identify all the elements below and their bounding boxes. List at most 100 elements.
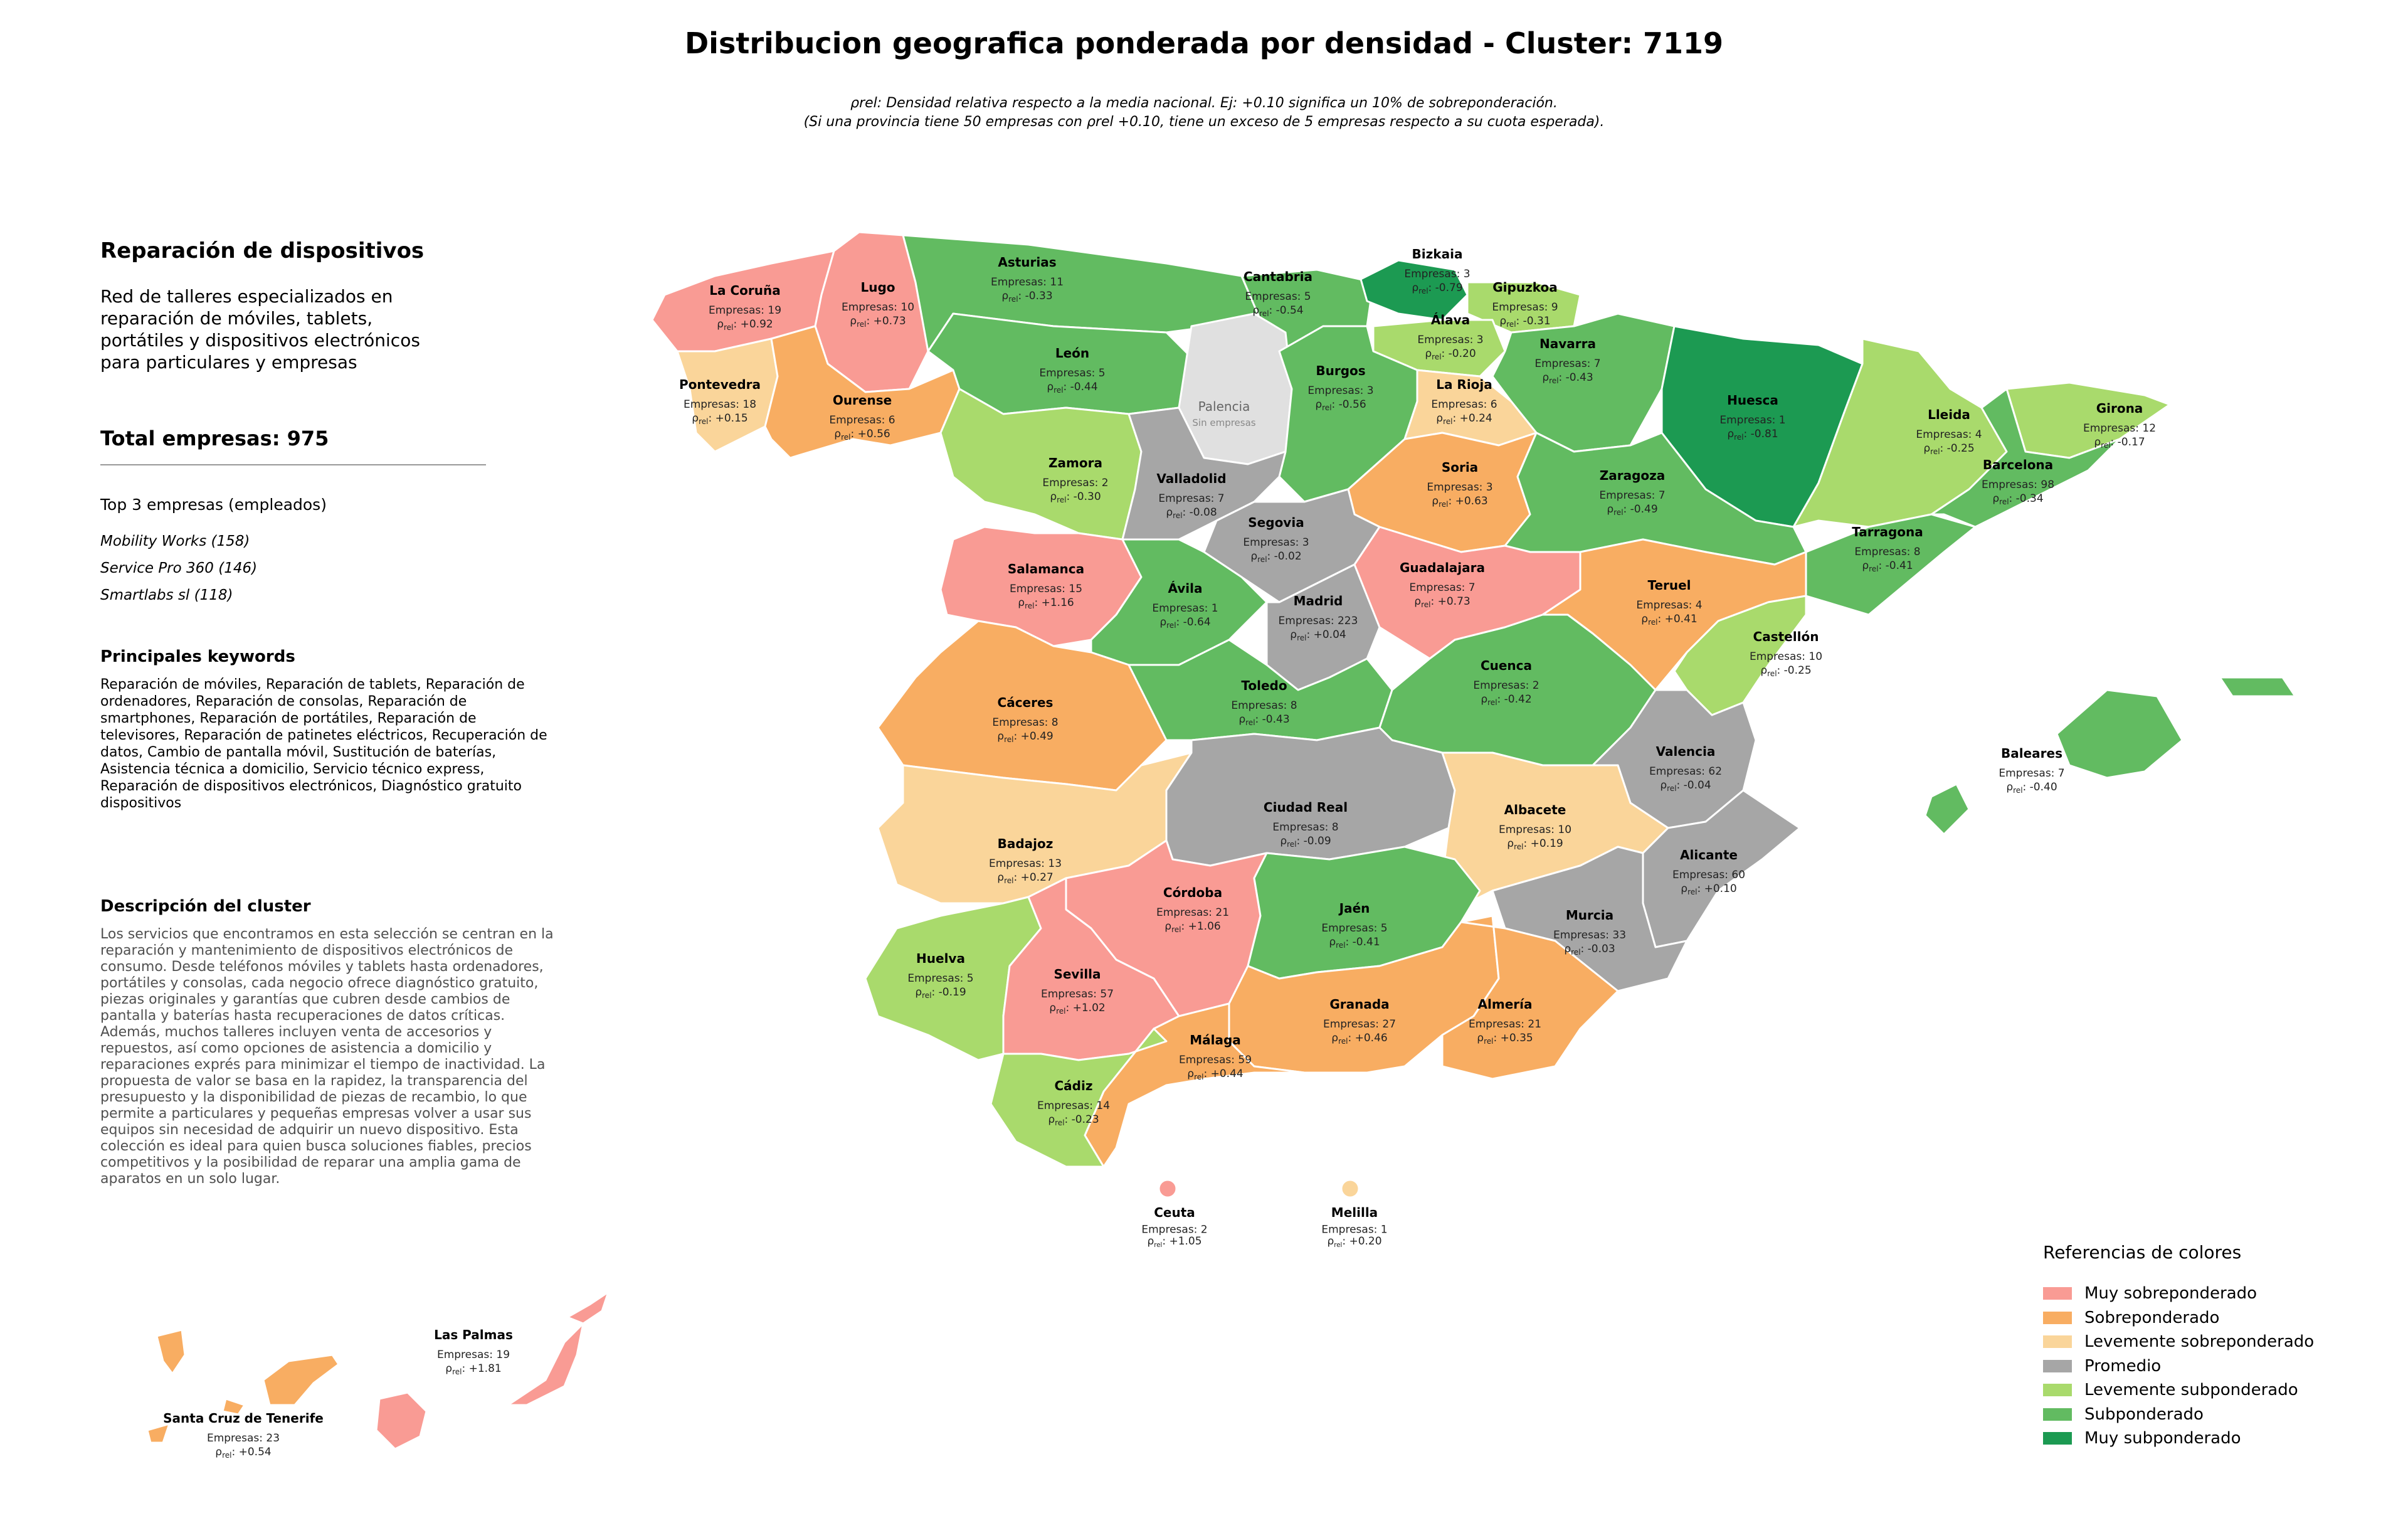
province-rho-lugo: ρrel: +0.73: [850, 315, 906, 329]
province-rho-granada: ρrel: +0.46: [1331, 1032, 1387, 1046]
legend-item: Promedio: [2043, 1354, 2394, 1379]
province-count-huesca: Empresas: 1: [1719, 414, 1785, 427]
province-cadiz[interactable]: [990, 1027, 1168, 1168]
province-count-ciudadreal: Empresas: 8: [1272, 821, 1338, 834]
province-label-alicante: Alicante: [1680, 847, 1738, 862]
legend-label: Subponderado: [2084, 1404, 2204, 1424]
province-label-tarragona: Tarragona: [1852, 524, 1923, 539]
province-label-baleares: Baleares: [2001, 746, 2062, 761]
province-rho-madrid: ρrel: +0.04: [1290, 629, 1346, 642]
province-rho-avila: ρrel: -0.64: [1159, 616, 1210, 630]
province-ceuta[interactable]: [1158, 1179, 1178, 1199]
province-almeria[interactable]: [1441, 915, 1619, 1080]
legend-item: Levemente sobreponderado: [2043, 1330, 2394, 1354]
keywords-heading: Principales keywords: [100, 647, 295, 666]
province-count-rioja: Empresas: 6: [1431, 398, 1497, 411]
legend-label: Muy sobreponderado: [2084, 1284, 2258, 1303]
province-barcelona[interactable]: [1930, 388, 2121, 528]
province-label-salamanca: Salamanca: [1008, 561, 1084, 576]
province-count-burgos: Empresas: 3: [1307, 385, 1373, 397]
province-label-madrid: Madrid: [1294, 593, 1343, 608]
province-count-murcia: Empresas: 33: [1553, 929, 1626, 942]
province-count-lleida: Empresas: 4: [1916, 428, 1982, 441]
province-baleares[interactable]: [1924, 676, 2296, 836]
province-label-palencia: Palencia: [1198, 399, 1250, 414]
legend-swatch: [2043, 1287, 2072, 1300]
province-label-albacete: Albacete: [1504, 802, 1566, 817]
top-companies-heading: Top 3 empresas (empleados): [100, 496, 327, 514]
province-label-barcelona: Barcelona: [1983, 457, 2053, 472]
legend-label: Promedio: [2084, 1356, 2162, 1376]
legend-label: Levemente sobreponderado: [2084, 1332, 2315, 1352]
legend-swatch: [2043, 1408, 2072, 1421]
province-label-cadiz: Cádiz: [1055, 1078, 1093, 1093]
province-melilla[interactable]: [1340, 1179, 1360, 1199]
province-label-segovia: Segovia: [1248, 515, 1304, 530]
province-count-pontevedra: Empresas: 18: [684, 398, 756, 411]
province-label-toledo: Toledo: [1241, 678, 1287, 693]
province-count-coruna: Empresas: 19: [709, 304, 781, 317]
province-las-palmas[interactable]: [375, 1291, 610, 1450]
province-rho-badajoz: ρrel: +0.27: [997, 871, 1053, 885]
province-rho-zaragoza: ρrel: -0.49: [1607, 503, 1657, 517]
cluster-description-heading: Descripción del cluster: [100, 897, 311, 916]
legend-item: Muy sobreponderado: [2043, 1281, 2394, 1306]
province-count-ourense: Empresas: 6: [829, 414, 895, 427]
province-girona[interactable]: [2005, 381, 2171, 459]
province-count-laspalmas: Empresas: 19: [437, 1349, 510, 1361]
province-label-coruna: La Coruña: [709, 283, 780, 298]
province-bizkaia[interactable]: [1360, 259, 1469, 321]
province-label-burgos: Burgos: [1316, 363, 1365, 378]
province-label-guadalajara: Guadalajara: [1400, 560, 1485, 575]
legend-swatch: [2043, 1432, 2072, 1445]
cluster-short-description: Red de talleres especializados en repara…: [100, 286, 420, 373]
province-label-castellon: Castellón: [1753, 629, 1819, 644]
legend-item: Levemente subponderado: [2043, 1378, 2394, 1403]
province-rho-sevilla: ρrel: +1.02: [1049, 1002, 1105, 1016]
total-companies: Total empresas: 975: [100, 427, 329, 450]
province-no-data-palencia: Sin empresas: [1192, 417, 1255, 428]
province-count-huelva: Empresas: 5: [907, 972, 973, 985]
legend-item: Sobreponderado: [2043, 1306, 2394, 1330]
province-rho-coruna: ρrel: +0.92: [717, 318, 773, 332]
province-rho-alava: ρrel: -0.20: [1425, 348, 1476, 361]
province-count-avila: Empresas: 1: [1152, 602, 1218, 615]
province-label-huelva: Huelva: [916, 951, 965, 966]
province-rho-murcia: ρrel: -0.03: [1564, 943, 1615, 957]
province-count-zaragoza: Empresas: 7: [1599, 489, 1665, 502]
density-note-line-1: ρrel: Densidad relativa respecto a la me…: [850, 95, 1558, 111]
province-label-lugo: Lugo: [860, 280, 895, 295]
province-rho-toledo: ρrel: -0.43: [1238, 713, 1289, 727]
province-rho-cantabria: ρrel: -0.54: [1252, 304, 1303, 318]
province-pontevedra[interactable]: [676, 337, 779, 453]
province-rho-ourense: ρrel: +0.56: [834, 428, 890, 442]
legend-swatch: [2043, 1359, 2072, 1372]
province-count-alava: Empresas: 3: [1417, 334, 1483, 346]
province-label-soria: Soria: [1442, 460, 1478, 475]
legend-item: Subponderado: [2043, 1403, 2394, 1427]
province-rho-zamora: ρrel: -0.30: [1050, 491, 1101, 504]
province-label-badajoz: Badajoz: [998, 836, 1054, 851]
province-count-caceres: Empresas: 8: [992, 716, 1058, 729]
legend-swatch: [2043, 1335, 2072, 1349]
province-label-navarra: Navarra: [1539, 336, 1596, 351]
province-label-zaragoza: Zaragoza: [1600, 468, 1666, 483]
province-count-soria: Empresas: 3: [1427, 481, 1492, 494]
province-count-albacete: Empresas: 10: [1499, 824, 1571, 836]
province-zamora[interactable]: [939, 388, 1143, 541]
province-count-cuenca: Empresas: 2: [1473, 679, 1539, 692]
keywords-text: Reparación de móviles, Reparación de tab…: [100, 677, 547, 811]
province-label-ourense: Ourense: [833, 393, 892, 408]
province-count-malaga: Empresas: 59: [1179, 1054, 1252, 1066]
province-count-segovia: Empresas: 3: [1243, 536, 1309, 549]
province-tenerife[interactable]: [146, 1329, 340, 1444]
province-label-huesca: Huesca: [1727, 393, 1778, 408]
province-label-teruel: Teruel: [1647, 578, 1691, 593]
province-label-valladolid: Valladolid: [1156, 471, 1226, 486]
province-rho-teruel: ρrel: +0.41: [1641, 613, 1697, 627]
province-label-alava: Álava: [1431, 312, 1470, 327]
province-label-granada: Granada: [1329, 997, 1389, 1012]
province-count-badajoz: Empresas: 13: [989, 857, 1062, 870]
province-rho-rioja: ρrel: +0.24: [1436, 412, 1492, 426]
